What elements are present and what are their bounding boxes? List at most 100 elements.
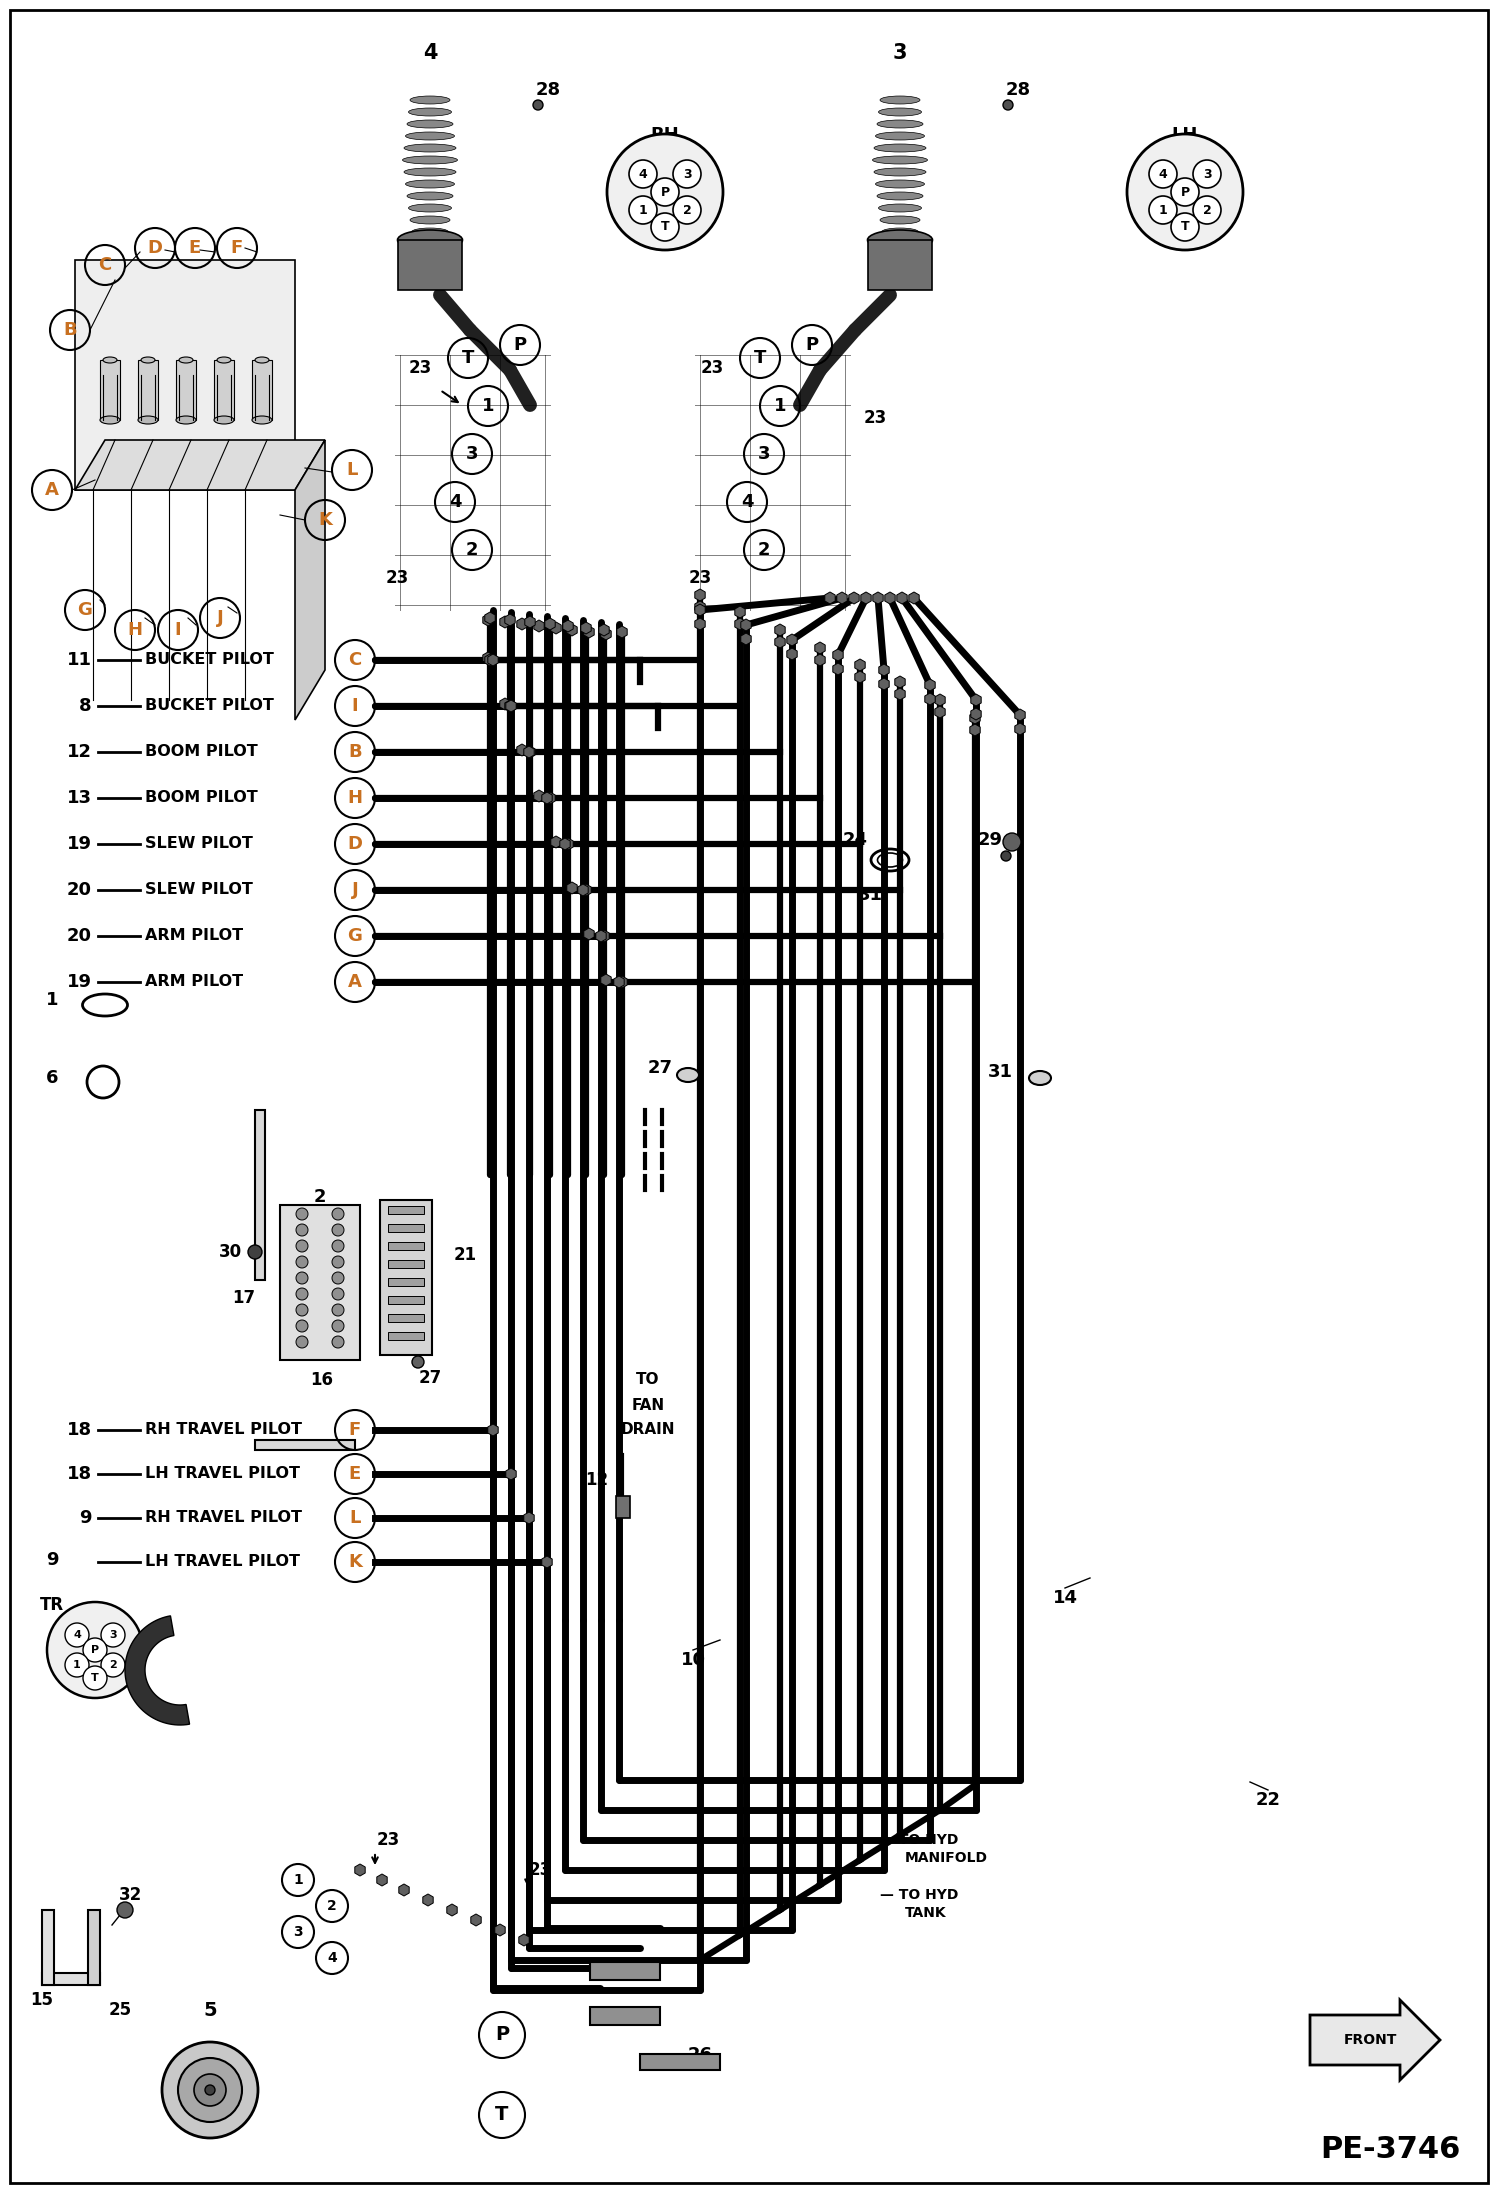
Circle shape xyxy=(1192,195,1221,224)
Ellipse shape xyxy=(867,230,932,250)
Ellipse shape xyxy=(873,145,926,151)
Ellipse shape xyxy=(255,357,270,364)
Circle shape xyxy=(333,1257,345,1268)
Bar xyxy=(640,2055,721,2070)
Text: C: C xyxy=(349,651,361,669)
Text: SLEW PILOT: SLEW PILOT xyxy=(145,882,253,897)
Text: G: G xyxy=(78,601,93,618)
Circle shape xyxy=(297,1287,309,1300)
Text: 3: 3 xyxy=(758,445,770,463)
Text: RH: RH xyxy=(650,125,680,145)
Text: 9: 9 xyxy=(79,1509,91,1526)
Ellipse shape xyxy=(403,156,457,164)
Circle shape xyxy=(412,1355,424,1368)
Ellipse shape xyxy=(407,121,452,127)
Text: H: H xyxy=(348,789,363,807)
Circle shape xyxy=(673,160,701,189)
Circle shape xyxy=(64,1623,88,1647)
Text: 19: 19 xyxy=(67,974,91,991)
Bar xyxy=(388,1296,424,1305)
Text: K: K xyxy=(318,511,333,529)
Circle shape xyxy=(1192,160,1221,189)
Text: 10: 10 xyxy=(680,1651,706,1669)
Ellipse shape xyxy=(410,215,449,224)
Text: FRONT: FRONT xyxy=(1344,2033,1396,2046)
Circle shape xyxy=(297,1208,309,1219)
Circle shape xyxy=(249,1246,262,1259)
Text: 27: 27 xyxy=(418,1368,442,1386)
Circle shape xyxy=(1004,101,1013,110)
Text: P: P xyxy=(1180,186,1189,200)
Circle shape xyxy=(82,1638,106,1662)
Text: L: L xyxy=(346,461,358,478)
Text: — TO HYD: — TO HYD xyxy=(879,1888,959,1901)
Text: D: D xyxy=(348,836,363,853)
Text: 1: 1 xyxy=(294,1873,303,1886)
Circle shape xyxy=(205,2086,216,2094)
Text: I: I xyxy=(175,621,181,638)
Bar xyxy=(42,1974,100,1985)
Circle shape xyxy=(333,1320,345,1331)
Text: 18: 18 xyxy=(67,1421,91,1439)
Text: D: D xyxy=(147,239,162,257)
Bar xyxy=(388,1279,424,1285)
Polygon shape xyxy=(295,441,325,719)
Text: 3: 3 xyxy=(893,44,908,64)
Text: 2: 2 xyxy=(466,542,478,559)
Bar xyxy=(590,2007,661,2024)
Ellipse shape xyxy=(872,156,927,164)
Text: 32: 32 xyxy=(118,1886,142,1904)
Text: 6: 6 xyxy=(46,1068,58,1088)
Text: 31: 31 xyxy=(987,1064,1013,1081)
Text: BUCKET PILOT: BUCKET PILOT xyxy=(145,700,274,713)
Text: 23: 23 xyxy=(701,360,724,377)
Text: TR: TR xyxy=(40,1597,64,1614)
Text: 4: 4 xyxy=(449,493,461,511)
Circle shape xyxy=(333,1208,345,1219)
Ellipse shape xyxy=(878,204,921,213)
Text: 1: 1 xyxy=(638,204,647,217)
Text: 4: 4 xyxy=(422,44,437,64)
Text: RH TRAVEL PILOT: RH TRAVEL PILOT xyxy=(145,1511,303,1526)
Text: 18: 18 xyxy=(67,1465,91,1482)
Text: 20: 20 xyxy=(67,882,91,899)
Circle shape xyxy=(652,178,679,206)
Text: ARM PILOT: ARM PILOT xyxy=(145,928,243,943)
Bar xyxy=(388,1206,424,1215)
Ellipse shape xyxy=(404,169,455,175)
Text: 31: 31 xyxy=(857,886,882,904)
Circle shape xyxy=(673,195,701,224)
Text: 19: 19 xyxy=(67,836,91,853)
Text: ARM PILOT: ARM PILOT xyxy=(145,974,243,989)
Circle shape xyxy=(297,1257,309,1268)
Text: TANK: TANK xyxy=(905,1906,947,1921)
Text: 23: 23 xyxy=(529,1862,551,1879)
Polygon shape xyxy=(124,1616,190,1726)
Text: 12: 12 xyxy=(67,743,91,761)
Text: P: P xyxy=(661,186,670,200)
Ellipse shape xyxy=(410,96,449,103)
Circle shape xyxy=(1171,213,1198,241)
Text: 1: 1 xyxy=(774,397,786,414)
Ellipse shape xyxy=(138,417,157,423)
Text: 3: 3 xyxy=(1203,167,1212,180)
Ellipse shape xyxy=(873,169,926,175)
Text: 4: 4 xyxy=(638,167,647,180)
Text: 8: 8 xyxy=(79,697,91,715)
Text: A: A xyxy=(45,480,58,500)
Text: 23: 23 xyxy=(376,1831,400,1849)
Circle shape xyxy=(333,1239,345,1252)
Ellipse shape xyxy=(103,357,117,364)
Text: 23: 23 xyxy=(863,410,887,428)
Ellipse shape xyxy=(878,107,921,116)
Bar xyxy=(252,360,273,421)
Text: FAN: FAN xyxy=(632,1397,665,1412)
Text: 17: 17 xyxy=(232,1289,255,1307)
Bar xyxy=(175,360,196,421)
Text: P: P xyxy=(806,336,818,353)
Text: 27: 27 xyxy=(647,1059,673,1077)
Text: 2: 2 xyxy=(313,1189,327,1206)
Text: 3: 3 xyxy=(294,1925,303,1939)
Text: 30: 30 xyxy=(219,1243,243,1261)
Text: B: B xyxy=(348,743,363,761)
